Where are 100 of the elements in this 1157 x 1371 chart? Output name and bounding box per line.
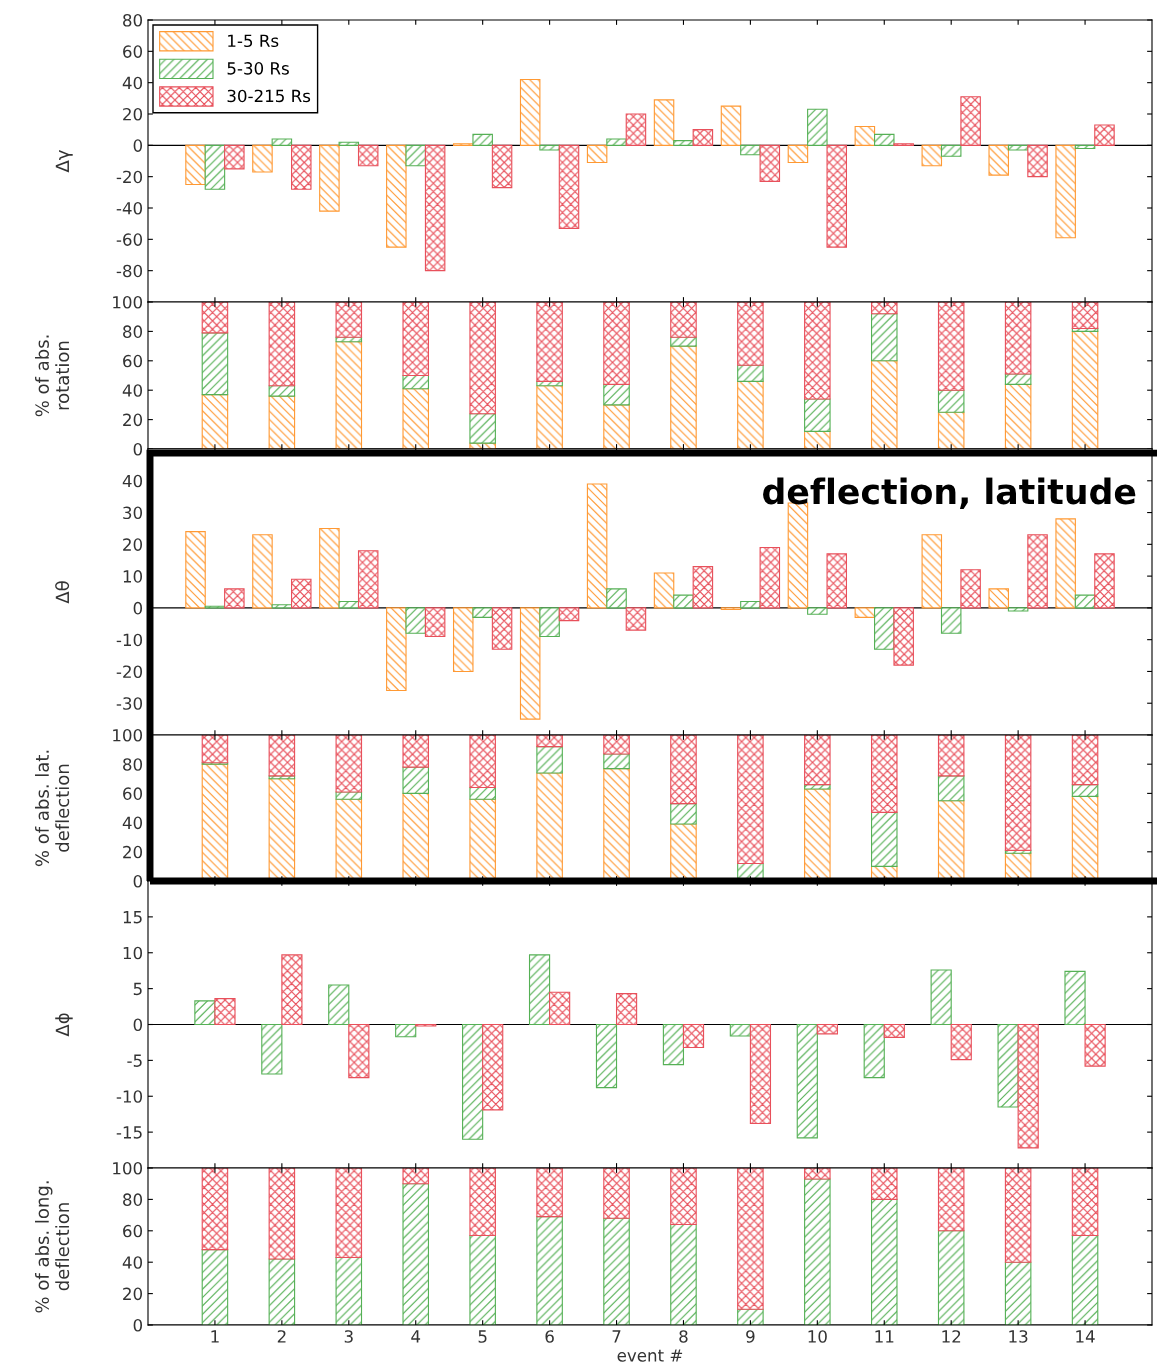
bar: [749, 1023, 772, 1125]
bar: [201, 302, 229, 334]
bar: [482, 1023, 504, 1111]
bar: [960, 96, 981, 146]
x-tick-label: 1: [211, 1330, 219, 1343]
y-tick-label: 80: [123, 758, 143, 771]
bar: [740, 600, 761, 609]
bar: [252, 534, 273, 609]
bar: [662, 1023, 685, 1066]
bar: [268, 385, 296, 397]
bar: [1004, 735, 1032, 851]
bar: [1055, 144, 1076, 239]
bar: [1071, 795, 1099, 881]
bar: [1007, 607, 1029, 612]
bar: [1004, 373, 1032, 385]
bar: [586, 483, 608, 609]
bar: [759, 546, 781, 609]
y-tick-label: 20: [123, 413, 143, 427]
bar: [528, 954, 551, 1026]
x-axis-title: event #: [617, 1349, 683, 1362]
x-tick-label: 10: [808, 1330, 827, 1343]
y-tick-label: 0: [133, 1018, 143, 1032]
legend-label: 1-5 Rs: [228, 34, 279, 48]
bar: [357, 550, 379, 609]
y-tick-label: -10: [116, 1090, 143, 1103]
bar: [1004, 1168, 1032, 1263]
bar: [335, 302, 363, 338]
bar: [395, 1023, 417, 1038]
bar: [603, 768, 630, 881]
bar: [804, 788, 831, 881]
bar: [338, 141, 360, 146]
bar: [870, 1168, 898, 1200]
bar: [536, 1216, 563, 1325]
bar: [603, 753, 630, 770]
y-tick-label: 0: [133, 874, 143, 888]
bar: [424, 607, 446, 638]
x-tick-label: 12: [942, 1330, 961, 1343]
bar: [268, 1258, 296, 1325]
bar: [386, 144, 407, 248]
bar: [720, 105, 742, 146]
bar: [937, 1230, 965, 1325]
bar: [804, 784, 831, 790]
bar: [670, 803, 697, 825]
bar: [670, 336, 697, 347]
bar: [536, 385, 563, 449]
bar: [539, 607, 560, 638]
bar: [870, 1198, 898, 1325]
bar: [291, 578, 312, 609]
bar: [606, 138, 627, 146]
bar: [185, 144, 206, 186]
y-tick-label: 15: [123, 911, 142, 924]
bar: [737, 302, 764, 366]
bar: [519, 78, 541, 146]
bar: [491, 607, 513, 650]
y-tick-label: 80: [123, 1193, 143, 1206]
bar: [940, 607, 962, 634]
bar: [402, 1183, 430, 1325]
bar: [670, 823, 697, 881]
bar: [870, 302, 898, 315]
y-tick-label: 100: [113, 1161, 143, 1175]
bar: [1074, 144, 1096, 150]
bar: [863, 1023, 885, 1079]
bar: [558, 607, 580, 622]
bar: [1017, 1023, 1039, 1149]
bar: [271, 138, 293, 146]
bar: [268, 778, 296, 881]
bar: [469, 1234, 496, 1325]
bar: [804, 1168, 831, 1180]
y-tick-label: 100: [113, 295, 143, 309]
bar: [1071, 735, 1099, 786]
x-tick-label: 11: [875, 1330, 894, 1343]
y-tick-label: 20: [123, 538, 143, 551]
bar: [673, 140, 694, 146]
y-tick-label: -5: [127, 1054, 142, 1067]
y-tick-label: 40: [122, 816, 143, 830]
y-tick-label: 20: [123, 845, 143, 859]
bar: [319, 144, 340, 212]
y-tick-label: 20: [123, 107, 143, 121]
y-tick-label: -15: [116, 1126, 142, 1139]
y-axis-title: % of abs. long. deflection: [35, 1181, 70, 1313]
bar: [201, 1249, 229, 1325]
bar: [386, 607, 407, 692]
bar: [539, 144, 560, 151]
bar: [357, 144, 379, 167]
bar: [1007, 144, 1029, 151]
bar: [405, 144, 426, 167]
bar: [883, 1023, 905, 1038]
y-tick-label: 0: [133, 442, 143, 456]
bar: [335, 341, 363, 449]
bar: [469, 1168, 496, 1237]
x-tick-label: 7: [612, 1330, 621, 1343]
bar: [1071, 302, 1099, 330]
bar: [615, 993, 638, 1026]
bar: [1071, 1168, 1099, 1237]
bar: [214, 998, 236, 1026]
bar: [874, 133, 895, 146]
y-tick-label: 0: [133, 139, 143, 152]
bar: [469, 798, 496, 881]
bar: [870, 360, 898, 449]
bar: [335, 1168, 363, 1259]
